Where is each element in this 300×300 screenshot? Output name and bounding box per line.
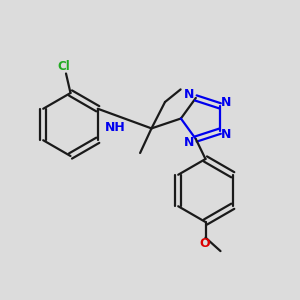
Text: N: N [184,88,194,101]
Text: Cl: Cl [58,60,70,73]
Text: N: N [184,136,194,148]
Text: N: N [221,96,231,109]
Text: N: N [221,128,231,141]
Text: O: O [200,237,210,250]
Text: NH: NH [105,121,126,134]
